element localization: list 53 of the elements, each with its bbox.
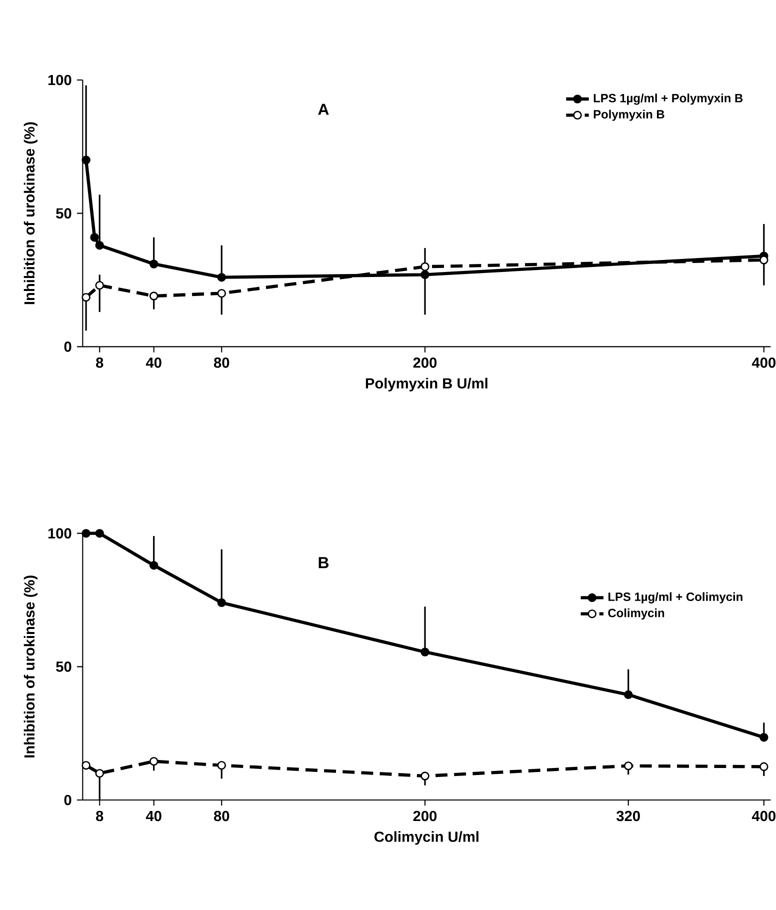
x-tick-label: 40 (146, 357, 162, 368)
y-tick-label: 0 (64, 342, 72, 352)
point (95, 528, 104, 538)
point (149, 260, 158, 268)
x-tick-label: 80 (214, 810, 230, 822)
y-tick-label: 50 (56, 662, 72, 672)
legend-label: Colimycin (608, 608, 664, 620)
point (95, 768, 104, 778)
point (217, 598, 226, 608)
point (760, 732, 768, 742)
x-tick-label: 400 (752, 357, 776, 368)
point (149, 756, 158, 766)
point (95, 240, 104, 250)
point (624, 761, 633, 770)
y-tick-label: 50 (56, 208, 72, 218)
x-tick-label: 8 (96, 357, 104, 368)
y-axis-title: Inhibition of urokinase (%) (24, 122, 38, 304)
point (420, 648, 430, 656)
point (95, 280, 104, 290)
point (217, 272, 226, 282)
x-tick-label: 8 (96, 810, 104, 822)
point (420, 262, 430, 272)
text: B (318, 557, 329, 568)
point (82, 156, 90, 164)
text: A (318, 104, 329, 115)
point (217, 760, 226, 770)
x-tick-label: 200 (413, 810, 437, 822)
legend-label: LPS 1µg/ml + Polymyxin B (594, 94, 743, 105)
legend-label: Polymyxin B (594, 110, 664, 121)
point (624, 690, 633, 700)
x-tick-label: 80 (214, 357, 230, 368)
point (217, 288, 226, 298)
y-tick-label: 100 (48, 528, 72, 539)
y-tick-label: 0 (64, 794, 72, 806)
point (149, 292, 158, 300)
point (149, 560, 158, 570)
point (420, 270, 430, 280)
x-axis-title: Polymyxin B U/ml (366, 378, 488, 392)
legend-label: LPS 1µg/ml + Colimycin (608, 592, 742, 604)
x-tick-label: 40 (146, 810, 162, 822)
point (82, 292, 90, 302)
y-tick-label: 100 (48, 74, 72, 86)
point (760, 762, 768, 772)
x-tick-label: 320 (616, 810, 640, 822)
point (82, 528, 90, 538)
x-axis-title: Colimycin U/ml (374, 831, 478, 845)
point (82, 760, 90, 770)
point (420, 772, 430, 780)
point (90, 232, 99, 242)
point (760, 256, 768, 264)
y-axis-title: Inhibition of urokinase (%) (24, 576, 38, 758)
x-tick-label: 200 (413, 357, 437, 368)
x-tick-label: 400 (752, 810, 776, 822)
